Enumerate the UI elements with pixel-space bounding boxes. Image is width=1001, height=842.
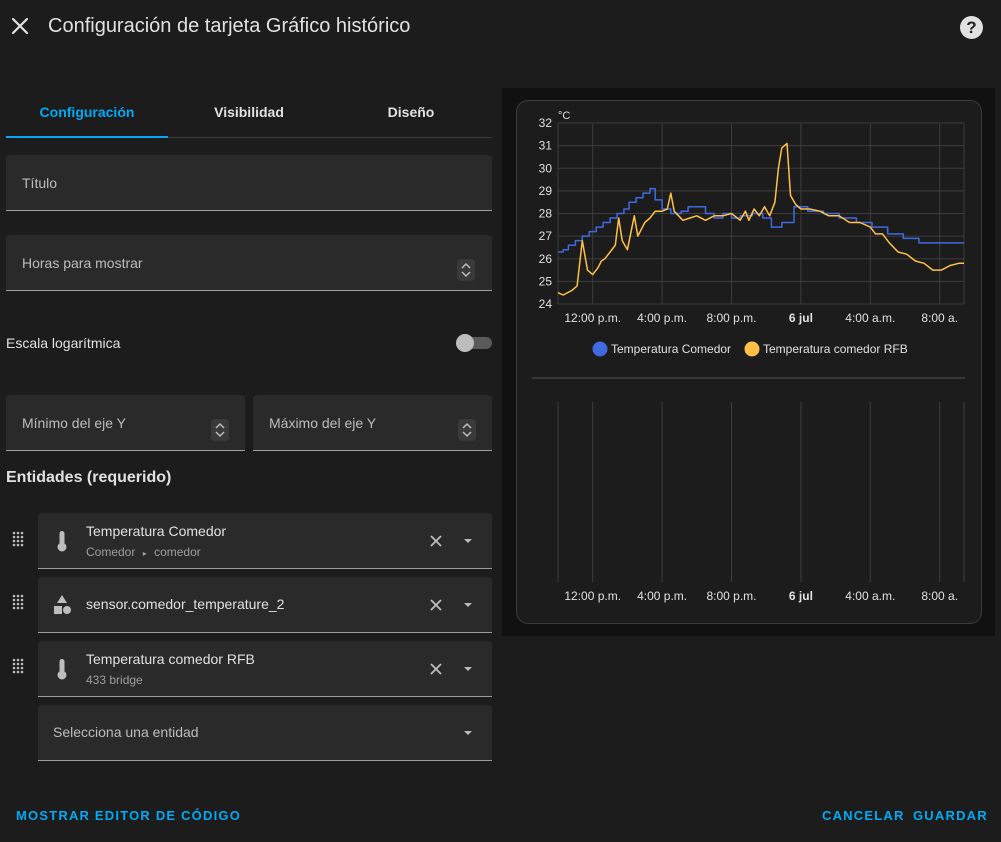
- x-tick-label: 6 jul: [789, 589, 813, 603]
- chevron-down-icon[interactable]: [462, 729, 474, 737]
- x-tick-label: 4:00 p.m.: [637, 589, 687, 603]
- log-scale-label: Escala logarítmica: [6, 335, 121, 351]
- log-scale-toggle[interactable]: [456, 334, 492, 352]
- y-tick-label: 28: [539, 207, 553, 221]
- help-icon[interactable]: ?: [960, 16, 983, 39]
- thermometer-icon: [57, 659, 67, 680]
- title-input-label: Título: [22, 175, 58, 191]
- y-tick-label: 25: [539, 274, 553, 288]
- y-tick-label: 24: [539, 297, 553, 311]
- close-icon[interactable]: [6, 12, 34, 40]
- dialog-title: Configuración de tarjeta Gráfico históri…: [48, 15, 411, 37]
- breadcrumb-separator-icon: ▸: [142, 549, 147, 558]
- clear-icon[interactable]: [428, 661, 444, 677]
- entity-subtitle: 433 bridge: [86, 673, 143, 687]
- y-unit-label: °C: [558, 110, 570, 122]
- chevron-down-icon[interactable]: [462, 537, 474, 545]
- thermometer-icon: [57, 531, 67, 552]
- shapes-icon: [54, 595, 71, 614]
- x-tick-label: 4:00 a.m.: [845, 311, 895, 325]
- entity-row[interactable]: sensor.comedor_temperature_2: [38, 577, 492, 633]
- stepper-icon[interactable]: [457, 259, 475, 281]
- entity-picker-placeholder: Selecciona una entidad: [53, 724, 199, 740]
- tab-diseno[interactable]: Diseño: [387, 104, 435, 120]
- y-max-label: Máximo del eje Y: [269, 415, 377, 431]
- entity-subtitle: Comedor ▸ comedor: [86, 545, 201, 559]
- drag-handle-icon[interactable]: [10, 529, 26, 549]
- tab-configuracion[interactable]: Configuración: [6, 88, 168, 138]
- y-min-label: Mínimo del eje Y: [22, 415, 127, 431]
- x-tick-label: 12:00 p.m.: [564, 311, 621, 325]
- entity-row[interactable]: Temperatura Comedor Comedor ▸ comedor: [38, 513, 492, 569]
- stepper-icon[interactable]: [211, 419, 229, 441]
- x-tick-label: 6 jul: [789, 311, 813, 325]
- legend-label: Temperatura comedor RFB: [763, 342, 908, 356]
- entity-name: sensor.comedor_temperature_2: [86, 596, 285, 612]
- legend-swatch: [744, 341, 760, 357]
- stepper-icon[interactable]: [458, 419, 476, 441]
- x-tick-label: 4:00 a.m.: [845, 589, 895, 603]
- tab-bar: Configuración Visibilidad Diseño: [6, 88, 492, 138]
- chevron-down-icon[interactable]: [462, 601, 474, 609]
- clear-icon[interactable]: [428, 533, 444, 549]
- x-tick-label: 8:00 a.: [921, 589, 958, 603]
- x-tick-label: 12:00 p.m.: [564, 589, 621, 603]
- entity-device: comedor: [154, 545, 201, 559]
- entities-title: Entidades (requerido): [6, 469, 172, 486]
- legend-swatch: [592, 341, 608, 357]
- entity-name: Temperatura Comedor: [86, 523, 227, 539]
- entity-name: Temperatura comedor RFB: [86, 651, 255, 667]
- series-line: [558, 187, 964, 253]
- tab-visibilidad[interactable]: Visibilidad: [214, 104, 284, 120]
- y-tick-label: 31: [539, 139, 553, 153]
- series-line: [557, 142, 964, 296]
- drag-handle-icon[interactable]: [10, 656, 26, 676]
- x-tick-label: 8:00 p.m.: [706, 589, 756, 603]
- history-chart: 24 25 26 27 28 29 30 31 32 12:00 p.m. 4:00 p.m. 8:0…: [532, 110, 965, 603]
- drag-handle-icon[interactable]: [10, 592, 26, 612]
- title-input[interactable]: Título: [6, 155, 492, 211]
- y-tick-label: 32: [539, 116, 553, 130]
- y-tick-label: 27: [539, 229, 553, 243]
- y-min-input[interactable]: Mínimo del eje Y: [6, 395, 245, 451]
- cancel-button[interactable]: CANCELAR: [822, 808, 905, 823]
- show-code-editor-button[interactable]: MOSTRAR EDITOR DE CÓDIGO: [16, 808, 242, 823]
- hours-input-label: Horas para mostrar: [22, 255, 143, 271]
- hours-input[interactable]: Horas para mostrar: [6, 235, 492, 291]
- chevron-down-icon[interactable]: [462, 665, 474, 673]
- y-tick-label: 29: [539, 184, 553, 198]
- entity-area: Comedor: [86, 545, 136, 559]
- y-max-input[interactable]: Máximo del eje Y: [253, 395, 492, 451]
- save-button[interactable]: GUARDAR: [913, 808, 988, 823]
- x-tick-label: 8:00 a.: [921, 311, 958, 325]
- y-tick-label: 26: [539, 252, 553, 266]
- y-tick-label: 30: [539, 161, 553, 175]
- clear-icon[interactable]: [428, 597, 444, 613]
- x-tick-label: 8:00 p.m.: [706, 311, 756, 325]
- x-tick-label: 4:00 p.m.: [637, 311, 687, 325]
- legend-label: Temperatura Comedor: [611, 342, 731, 356]
- entity-row[interactable]: Temperatura comedor RFB 433 bridge: [38, 641, 492, 697]
- history-graph-card: [516, 100, 982, 624]
- entity-picker[interactable]: Selecciona una entidad: [38, 705, 492, 761]
